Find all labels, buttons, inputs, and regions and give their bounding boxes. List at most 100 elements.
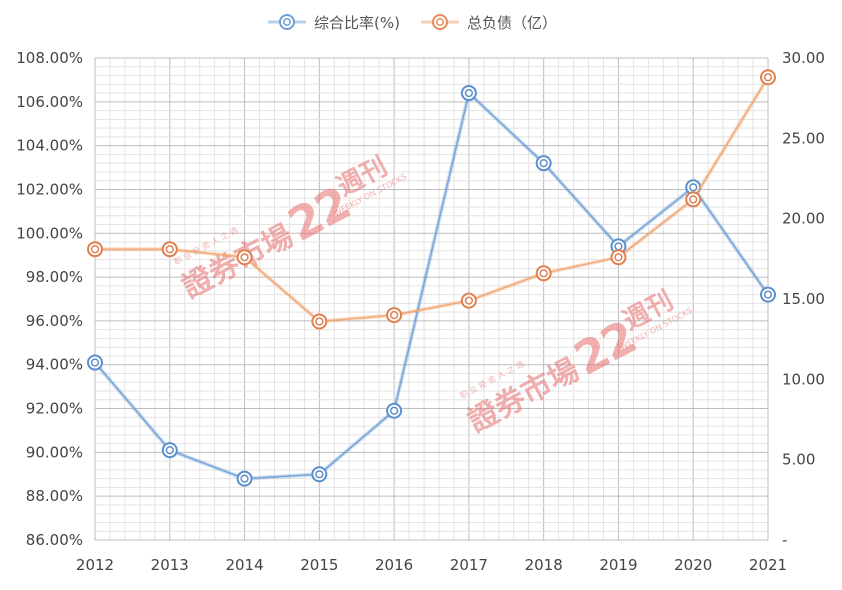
data-point-outer — [161, 442, 178, 459]
x-tick-label: 2013 — [151, 556, 189, 574]
data-point — [386, 307, 403, 324]
data-point-inner — [763, 73, 773, 82]
x-tick-label: 2020 — [674, 556, 712, 574]
y-left-tick-label: 102.00% — [16, 180, 83, 198]
y-left-tick-label: 88.00% — [26, 487, 83, 505]
x-tick-label: 2016 — [375, 556, 413, 574]
data-point-inner — [689, 195, 698, 204]
data-point-inner — [90, 358, 100, 367]
data-point — [311, 466, 328, 483]
data-point — [535, 265, 552, 282]
y-right-tick-label: 20.00 — [782, 210, 825, 228]
x-tick-label: 2015 — [300, 556, 338, 574]
data-point-inner — [689, 183, 698, 192]
y-left-tick-label: 94.00% — [26, 356, 83, 374]
data-point-inner — [240, 253, 249, 262]
data-point-outer — [460, 292, 477, 309]
y-left-tick-label: 104.00% — [16, 137, 83, 155]
data-point — [460, 292, 477, 309]
data-point-inner — [240, 474, 249, 483]
data-point — [87, 241, 103, 258]
y-right-tick-label: 15.00 — [782, 290, 825, 308]
watermark-logo: 职 业 投 资 人 之 选 證券市場 2 2 週刊 WEEKLY ON STOC… — [172, 152, 408, 306]
data-point-inner — [165, 446, 174, 455]
data-point-inner — [165, 245, 174, 254]
x-tick-label: 2012 — [76, 556, 114, 574]
y-left-tick-label: 90.00% — [26, 443, 83, 461]
data-point-inner — [763, 290, 773, 299]
data-point — [87, 354, 103, 371]
y-right-tick-label: 30.00 — [782, 49, 825, 67]
y-right-tick-label: 10.00 — [782, 370, 825, 388]
x-axis: 2012 2013 2014 2015 2016 2017 2018 2019 2020 2021 — [76, 556, 787, 574]
legend-label-liabilities: 总负债（亿） — [467, 14, 557, 32]
data-point-outer — [87, 354, 103, 371]
data-point-inner — [90, 245, 100, 254]
watermark-logo: 职 业 投 资 人 之 选 證券市場 2 2 週刊 WEEKLY ON STOC… — [458, 286, 694, 440]
data-point — [760, 286, 776, 303]
data-point-outer — [760, 69, 776, 86]
y-left-tick-label: 100.00% — [16, 224, 83, 242]
data-point-outer — [535, 155, 552, 172]
data-point-outer — [760, 286, 776, 303]
data-point — [760, 69, 776, 86]
legend-label-ratio: 综合比率(%) — [314, 14, 400, 32]
y-right-tick-label: 5.00 — [782, 451, 815, 469]
data-point-outer — [386, 307, 403, 324]
data-point — [386, 402, 403, 419]
y-axis-left: 86.00% 88.00% 90.00% 92.00% 94.00% 96.00% 98.0… — [16, 49, 83, 549]
legend: 综合比率(%) 总负债（亿） — [268, 14, 557, 32]
data-point-inner — [539, 159, 548, 168]
x-tick-label: 2021 — [749, 556, 787, 574]
data-point-outer — [535, 265, 552, 282]
data-point — [535, 155, 552, 172]
data-point-outer — [460, 85, 477, 102]
y-left-tick-label: 92.00% — [26, 400, 83, 418]
legend-item-liabilities: 总负债（亿） — [421, 14, 557, 32]
y-left-tick-label: 96.00% — [26, 312, 83, 330]
x-tick-label: 2014 — [225, 556, 263, 574]
y-left-tick-label: 106.00% — [16, 93, 83, 111]
series-line — [95, 76, 769, 323]
y-left-tick-label: 98.00% — [26, 268, 83, 286]
data-point-inner — [315, 317, 324, 326]
y-right-tick-label: 25.00 — [782, 129, 825, 147]
grid — [94, 57, 769, 541]
data-point — [236, 470, 253, 487]
data-point-outer — [236, 249, 253, 266]
data-point-inner — [389, 406, 399, 415]
data-point-outer — [87, 241, 103, 258]
data-point-inner — [464, 296, 474, 305]
data-point-outer — [161, 241, 178, 258]
data-point — [610, 249, 627, 266]
y-left-tick-label: 108.00% — [16, 49, 83, 67]
data-point — [460, 85, 477, 102]
data-point-inner — [315, 470, 324, 479]
data-point — [685, 191, 702, 208]
data-point-inner — [464, 88, 474, 98]
x-tick-label: 2019 — [599, 556, 637, 574]
data-point-inner — [539, 269, 548, 278]
data-point-inner — [614, 253, 623, 262]
series-line — [94, 92, 769, 480]
data-point-inner — [389, 310, 399, 320]
y-right-tick-label: - — [782, 531, 787, 549]
data-point-outer — [386, 402, 403, 419]
data-point — [161, 241, 178, 258]
legend-item-ratio: 综合比率(%) — [268, 14, 400, 32]
data-point-outer — [685, 191, 702, 208]
data-point-outer — [236, 470, 253, 487]
y-left-tick-label: 86.00% — [26, 531, 83, 549]
x-tick-label: 2018 — [525, 556, 563, 574]
data-point — [236, 249, 253, 266]
y-axis-right: - 5.00 10.00 15.00 20.00 25.00 30.00 — [782, 49, 825, 549]
data-point-outer — [311, 313, 328, 330]
series-layer — [87, 69, 776, 487]
data-point-outer — [610, 249, 627, 266]
x-tick-label: 2017 — [450, 556, 488, 574]
data-point — [311, 313, 328, 330]
data-point-outer — [311, 466, 328, 483]
data-point — [161, 442, 178, 459]
